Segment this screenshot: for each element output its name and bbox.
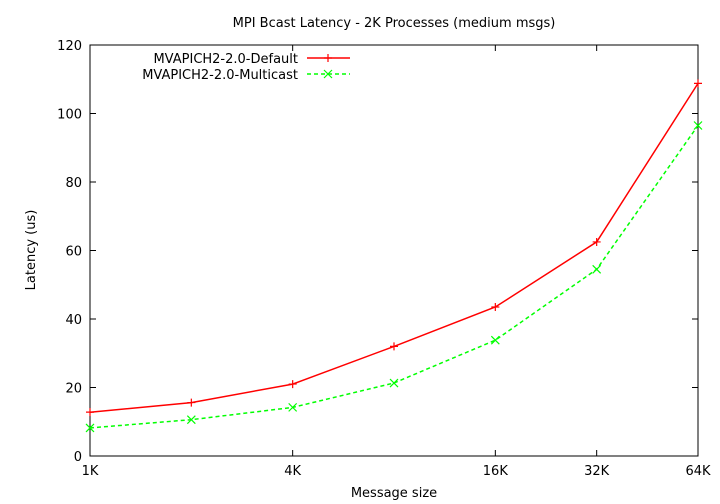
y-tick-label: 40 [65,313,82,328]
y-axis: 0 20 40 60 80 100 120 [57,39,698,465]
x-axis: 1K 4K 16K 32K 64K [82,45,711,479]
x-tick-label: 64K [685,464,711,479]
data-point [491,303,500,312]
data-point [592,237,601,246]
x-axis-label: Message size [351,486,437,501]
data-point [288,380,297,389]
legend-marker [323,69,333,79]
series-1 [86,79,702,417]
legend: MVAPICH2-2.0-DefaultMVAPICH2-2.0-Multica… [142,52,350,83]
data-point [187,398,196,407]
data-point [694,79,702,88]
data-point [490,335,500,345]
y-tick-label: 100 [57,108,82,123]
series-line [89,82,699,413]
plot-frame [89,44,699,457]
data-point [186,415,196,425]
data-point [389,378,399,388]
data-point [390,342,398,351]
series-layer [85,79,703,433]
x-tick-label: 1K [82,464,99,479]
data-point [693,121,703,130]
y-tick-label: 60 [65,245,82,260]
legend-label: MVAPICH2-2.0-Multicast [142,68,298,83]
x-tick-label: 16K [483,464,509,479]
data-point [288,402,298,412]
y-tick-label: 80 [65,176,82,191]
y-axis-label: Latency (us) [24,210,39,291]
x-tick-label: 4K [284,464,301,479]
data-point [592,264,602,274]
legend-label: MVAPICH2-2.0-Default [153,52,298,67]
y-tick-label: 20 [65,382,82,397]
data-point [85,423,95,433]
data-point [86,408,94,417]
y-tick-label: 0 [74,450,82,465]
chart-title: MPI Bcast Latency - 2K Processes (medium… [233,16,556,31]
x-tick-label: 32K [584,464,610,479]
y-tick-label: 120 [57,39,82,54]
legend-marker [324,54,332,62]
series-2 [85,121,703,433]
